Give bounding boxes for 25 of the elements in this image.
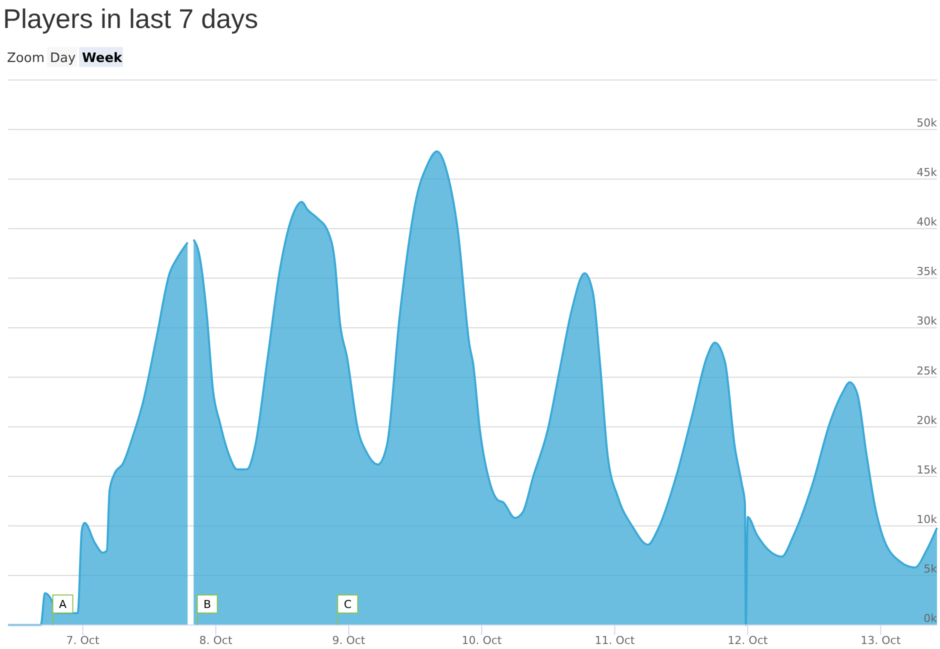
annotation: B (204, 598, 212, 611)
x-tick-label: 12. Oct (728, 634, 768, 647)
annotation: A (59, 598, 68, 611)
y-tick-label: 50k (916, 116, 938, 130)
text: Zoom (7, 51, 44, 66)
x-tick-label: 13. Oct (860, 634, 902, 647)
x-tick-label: 7. Oct (66, 634, 100, 647)
y-tick-label: 15k (916, 463, 938, 476)
y-tick-label: 40k (916, 216, 938, 229)
y-tick-label: 45k (916, 166, 938, 180)
y-tick-label: 10k (916, 512, 938, 526)
x-tick-label: 10. Oct (462, 634, 502, 647)
y-tick-label: 25k (916, 364, 938, 378)
y-tick-label: 0k (924, 612, 938, 625)
x-tick-label: 11. Oct (594, 634, 636, 647)
y-tick-label: 35k (916, 265, 938, 278)
chart-title: Players in last 7 days (3, 4, 258, 34)
x-tick-label: 8. Oct (199, 634, 233, 647)
annotation: C (344, 598, 352, 611)
y-tick-label: 5k (924, 562, 938, 576)
text: Day (50, 51, 76, 66)
y-tick-label: 20k (916, 414, 938, 427)
y-tick-label: 30k (916, 314, 938, 328)
text: Week (82, 51, 123, 66)
x-tick-label: 9. Oct (332, 634, 366, 647)
